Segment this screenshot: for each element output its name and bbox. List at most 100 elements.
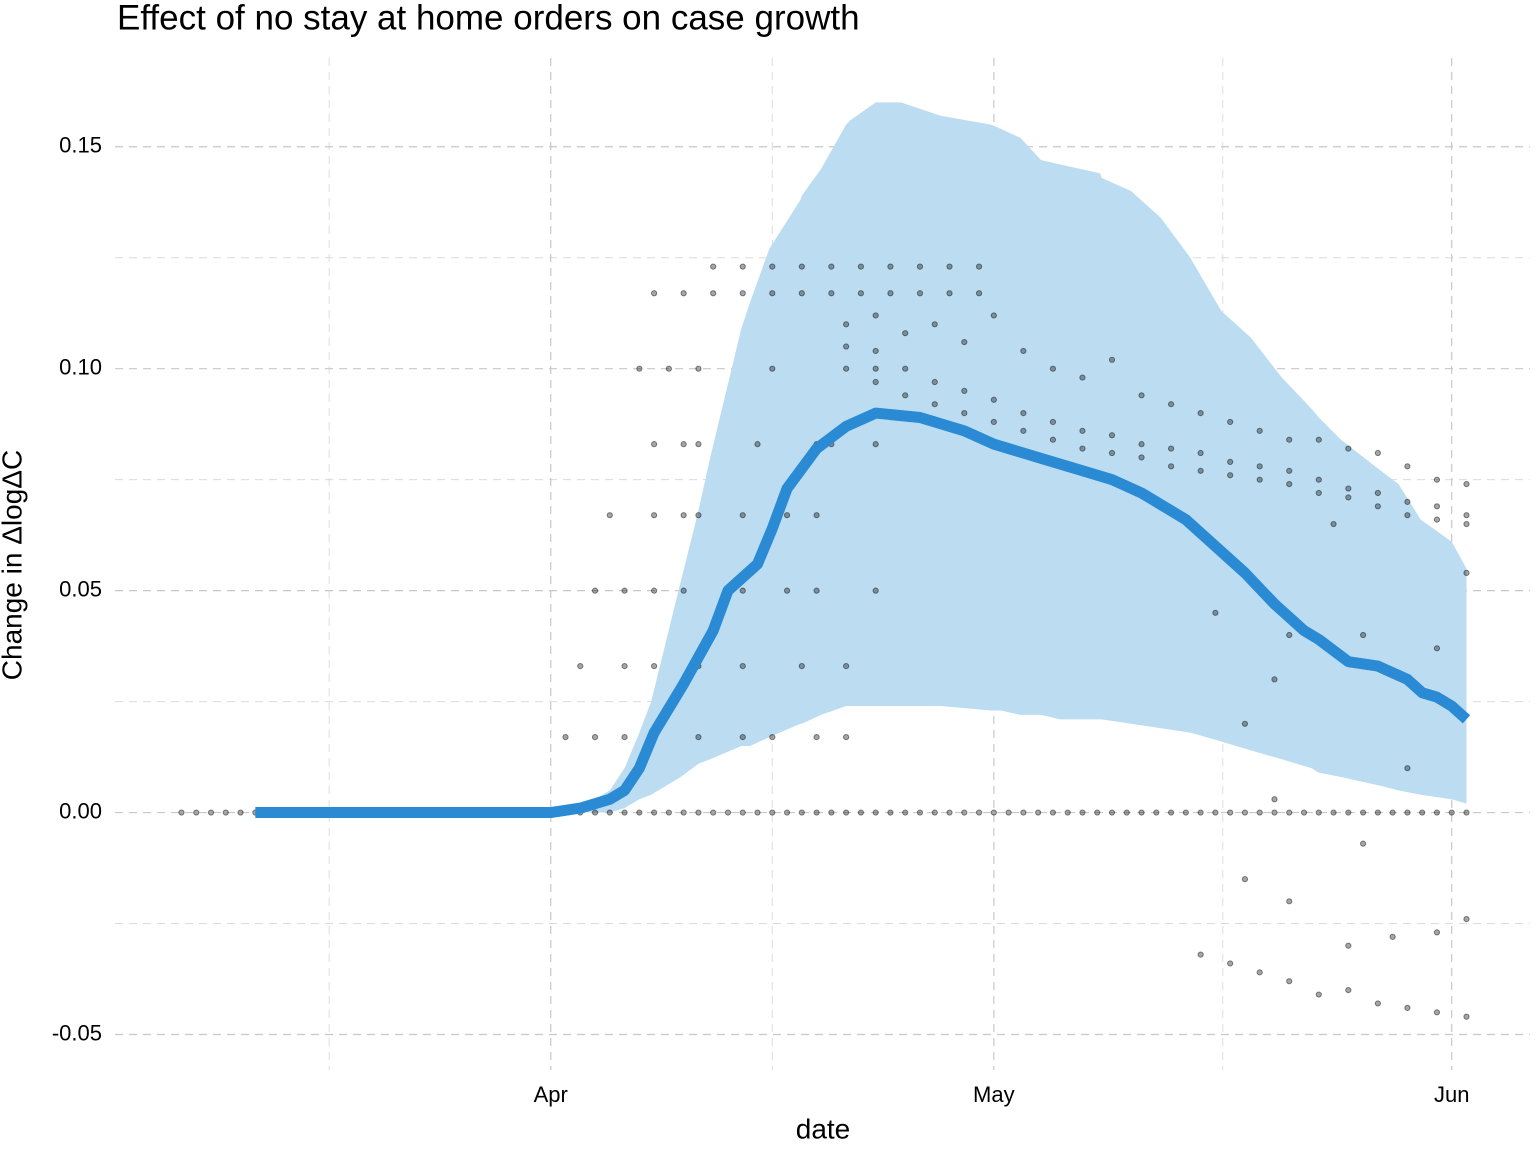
points-layer [178,263,1470,1020]
data-point [1463,1013,1470,1020]
data-point [1345,445,1352,452]
data-point [1463,915,1470,923]
data-point [872,441,879,448]
data-point [783,512,791,519]
data-point [651,662,658,670]
data-point [1359,631,1367,639]
data-point [1227,418,1234,426]
data-point [916,290,924,297]
data-point [990,312,997,319]
data-point [1005,809,1012,816]
y-tick-label: 0.05 [59,576,102,601]
data-point [1359,809,1367,816]
data-point [769,263,776,270]
data-point [887,263,894,270]
data-point [1389,933,1396,940]
data-point [1197,449,1204,457]
data-point [1330,520,1337,528]
data-point [1286,436,1293,443]
data-point [1463,569,1470,576]
data-point [621,809,628,816]
x-axis-title: date [796,1113,851,1144]
data-point [1138,454,1145,461]
data-point [1389,809,1396,816]
data-point [1138,809,1145,816]
data-point [887,809,894,816]
data-point [739,809,746,816]
data-point [783,809,791,816]
data-point [961,409,968,417]
data-point [1153,809,1160,816]
data-point [1315,436,1322,443]
data-point [798,662,805,670]
data-point [1404,765,1411,772]
data-point [680,809,687,816]
data-point [1256,427,1263,434]
data-point [1256,969,1263,976]
data-point [931,378,938,386]
data-point [621,734,628,741]
data-point [1271,676,1278,683]
data-point [975,263,983,270]
data-point [1167,463,1175,470]
data-point [1315,809,1322,816]
data-point [1108,449,1116,457]
data-point [695,512,702,519]
data-point [222,809,229,816]
data-point [651,512,658,519]
data-point [857,263,865,270]
data-point [1374,489,1381,497]
data-point [931,401,938,408]
data-point [1241,876,1249,883]
data-point [1197,951,1204,958]
data-point [1404,498,1411,505]
data-point [1315,489,1322,497]
y-tick-label: 0.00 [59,798,102,823]
data-point [872,809,879,816]
data-point [695,441,702,448]
data-point [1123,809,1130,816]
data-point [1079,445,1086,452]
data-point [769,809,776,816]
data-point [813,734,820,741]
data-point [1315,476,1322,483]
data-point [1167,809,1175,816]
data-point [651,587,658,594]
data-point [872,312,879,319]
chart-title: Effect of no stay at home orders on case… [117,0,860,37]
data-point [636,809,643,816]
data-point [665,809,672,816]
data-point [1197,467,1204,474]
data-point [1020,347,1027,355]
data-point [843,365,850,372]
data-point [1227,458,1234,466]
data-point [1433,503,1441,510]
data-point [1330,809,1337,816]
data-point [1433,1009,1441,1016]
data-point [990,418,997,426]
data-point [207,809,215,816]
data-point [591,587,599,594]
data-point [680,441,687,448]
data-point [1079,809,1086,816]
data-point [1315,991,1322,998]
data-point [1374,809,1381,816]
data-point [621,587,628,594]
data-point [1108,432,1116,439]
data-point [1020,809,1027,816]
data-point [562,734,569,741]
data-point [710,290,717,297]
data-point [916,263,924,270]
data-point [1345,987,1352,994]
data-point [1079,374,1086,381]
data-point [1167,445,1175,452]
data-point [1404,463,1411,470]
data-point [769,365,776,372]
data-point [695,734,702,741]
data-point [872,347,879,355]
data-point [961,338,968,346]
data-point [1227,809,1234,816]
data-point [902,809,909,816]
data-point [1049,809,1057,816]
x-tick-label: Jun [1434,1082,1469,1107]
